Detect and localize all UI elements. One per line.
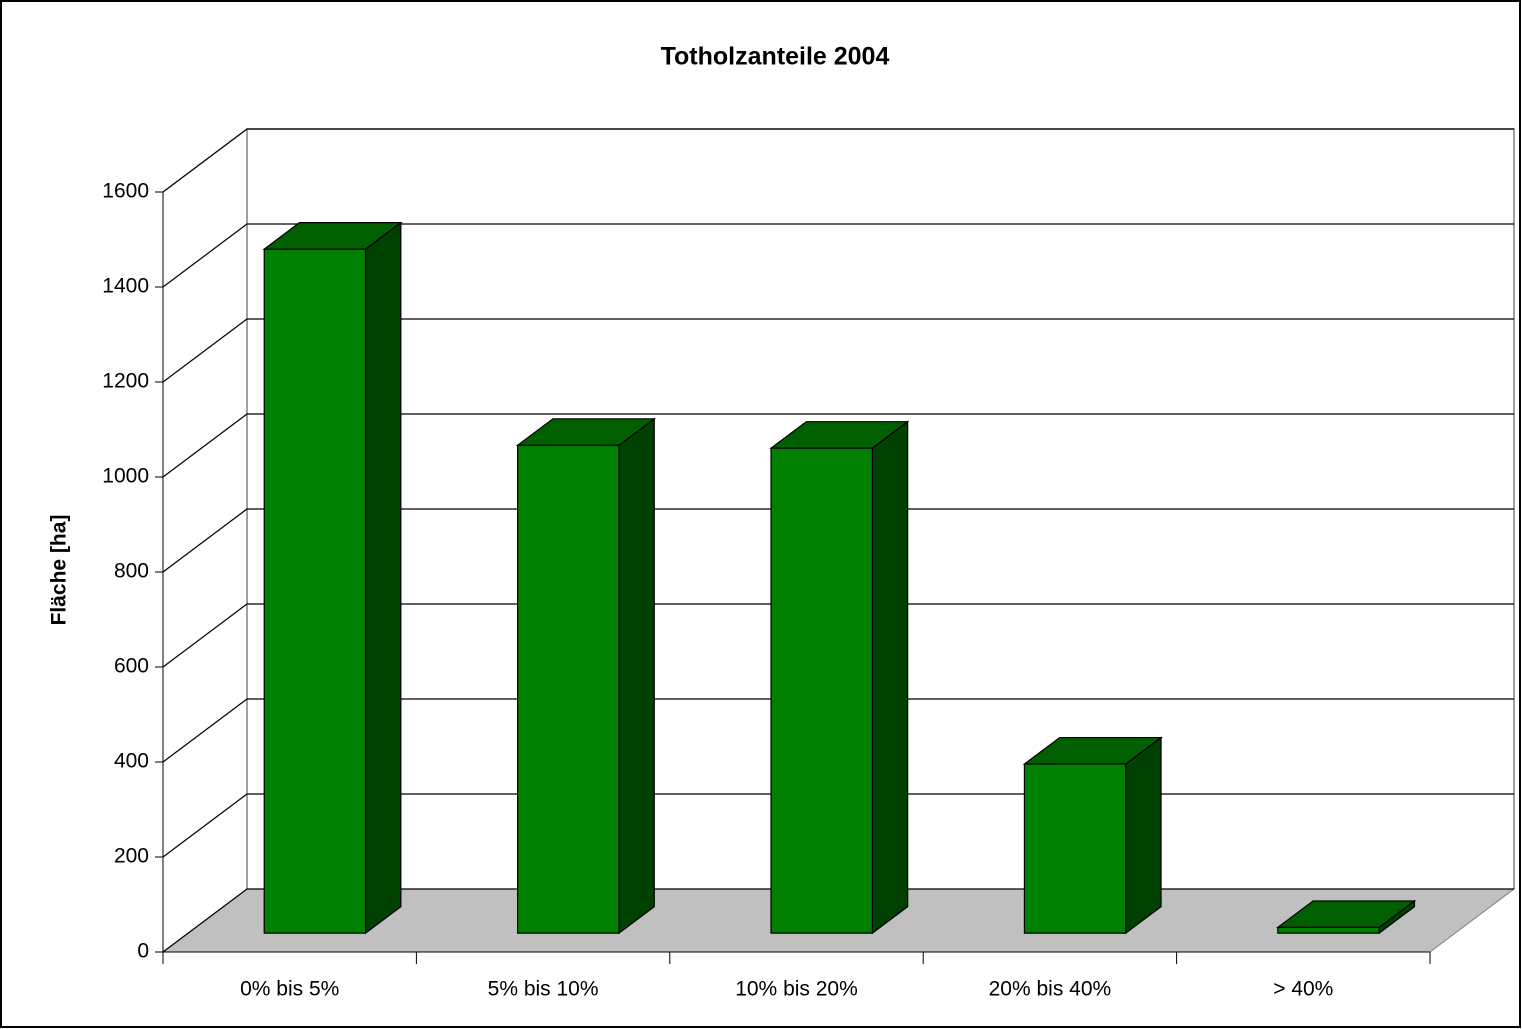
bar-side [364,221,402,935]
bar-side [1125,736,1162,935]
grid-line [162,318,1514,383]
x-tick-label: 0% bis 5% [240,978,339,1001]
y-tick-label: 1400 [102,275,149,298]
y-tick-label: 1000 [102,465,149,488]
bar [517,444,620,934]
bar-side [871,420,909,935]
bar [263,248,367,934]
y-tick-label: 1200 [102,370,149,393]
grid-line [162,698,1514,763]
bar [1023,763,1127,934]
y-axis-title: Fläche [ha] [48,515,71,626]
y-tick-label: 600 [114,655,149,678]
grid-line [162,508,1514,573]
x-tick-label: 5% bis 10% [488,978,599,1001]
grid-line [162,413,1514,478]
y-tick-label: 800 [114,560,149,583]
grid-line [162,128,1514,193]
bar [1277,926,1380,934]
y-tick-label: 200 [114,845,149,868]
x-tick-label: 20% bis 40% [989,978,1112,1001]
y-tick-label: 1600 [102,180,149,203]
chart-title: Totholzanteile 2004 [661,43,890,71]
y-tick-label: 0 [137,940,149,963]
grid-line [162,223,1514,288]
x-tick-label: 10% bis 20% [735,978,858,1001]
y-tick-label: 400 [114,750,149,773]
x-tick-label: > 40% [1273,978,1333,1001]
bar [770,447,873,934]
grid-line [162,603,1514,668]
bar-side [618,417,655,935]
